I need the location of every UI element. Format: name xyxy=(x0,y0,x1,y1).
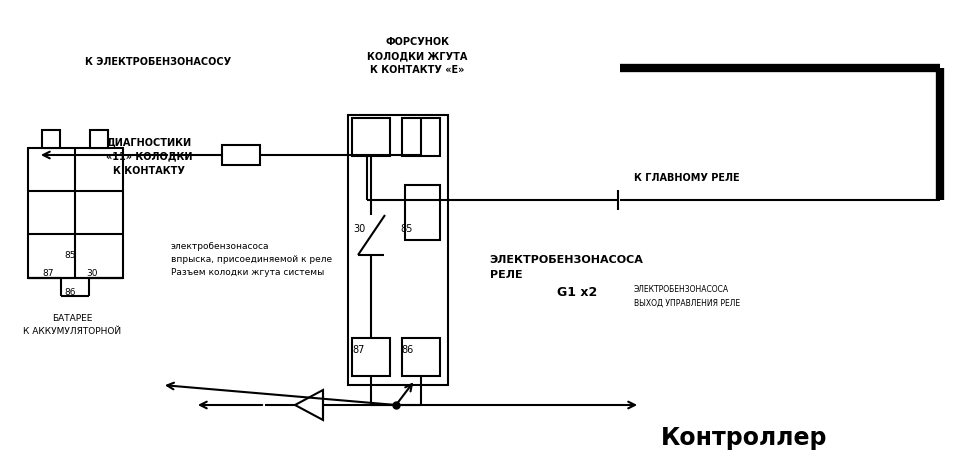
Text: 87: 87 xyxy=(353,345,365,355)
Text: 30: 30 xyxy=(353,224,365,235)
Text: ФОРСУНОК: ФОРСУНОК xyxy=(386,36,449,47)
Text: ЭЛЕКТРОБЕНЗОНАСОСА: ЭЛЕКТРОБЕНЗОНАСОСА xyxy=(490,255,643,265)
Text: К ЭЛЕКТРОБЕНЗОНАСОСУ: К ЭЛЕКТРОБЕНЗОНАСОСУ xyxy=(85,56,231,67)
Bar xyxy=(352,338,390,376)
Text: 85: 85 xyxy=(401,224,413,235)
Text: ВЫХОД УПРАВЛЕНИЯ РЕЛЕ: ВЫХОД УПРАВЛЕНИЯ РЕЛЕ xyxy=(634,299,740,308)
Text: РЕЛЕ: РЕЛЕ xyxy=(490,270,522,280)
Text: ЭЛЕКТРОБЕНЗОНАСОСА: ЭЛЕКТРОБЕНЗОНАСОСА xyxy=(634,285,729,293)
Bar xyxy=(405,185,440,240)
Text: 87: 87 xyxy=(42,270,54,278)
Text: Разъем колодки жгута системы: Разъем колодки жгута системы xyxy=(171,268,324,277)
Polygon shape xyxy=(295,390,323,420)
Bar xyxy=(222,145,260,165)
Bar xyxy=(348,115,448,385)
Text: К КОНТАКТУ: К КОНТАКТУ xyxy=(113,165,184,176)
Text: 86: 86 xyxy=(64,288,76,297)
Bar xyxy=(90,130,108,148)
Bar xyxy=(402,118,440,156)
Bar xyxy=(402,338,440,376)
Text: «11» КОЛОДКИ: «11» КОЛОДКИ xyxy=(106,151,192,162)
Text: К АККУМУЛЯТОРНОЙ: К АККУМУЛЯТОРНОЙ xyxy=(23,328,121,336)
Text: БАТАРЕЕ: БАТАРЕЕ xyxy=(52,314,92,323)
Bar xyxy=(28,148,123,278)
Text: 30: 30 xyxy=(86,270,98,278)
Text: К КОНТАКТУ «Е»: К КОНТАКТУ «Е» xyxy=(371,65,465,75)
Text: 86: 86 xyxy=(401,345,413,355)
Text: впрыска, присоединяемой к реле: впрыска, присоединяемой к реле xyxy=(171,255,332,264)
Text: Контроллер: Контроллер xyxy=(660,427,828,450)
Text: К ГЛАВНОМУ РЕЛЕ: К ГЛАВНОМУ РЕЛЕ xyxy=(634,173,739,183)
Text: ДИАГНОСТИКИ: ДИАГНОСТИКИ xyxy=(107,137,191,147)
Text: G1 x2: G1 x2 xyxy=(557,286,597,300)
Bar xyxy=(42,130,60,148)
Text: электробензонасоса: электробензонасоса xyxy=(171,243,270,251)
Text: КОЛОДКИ ЖГУТА: КОЛОДКИ ЖГУТА xyxy=(368,51,468,61)
Bar xyxy=(352,118,390,156)
Text: 85: 85 xyxy=(64,251,76,260)
